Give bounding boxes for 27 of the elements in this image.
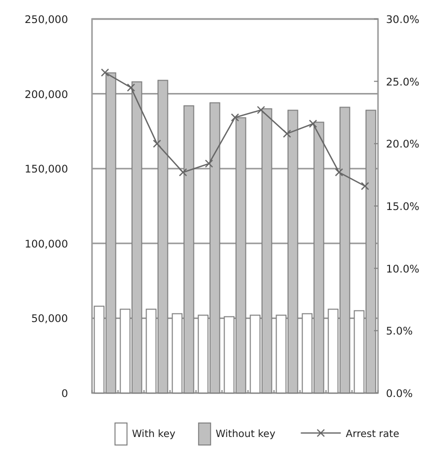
point bbox=[152, 140, 162, 148]
y2-tick-label: 25.0% bbox=[386, 76, 420, 88]
y2-tick-label: 5.0% bbox=[386, 326, 413, 338]
y-tick-label: 50,000 bbox=[31, 313, 68, 326]
point bbox=[308, 120, 318, 128]
point bbox=[360, 182, 370, 190]
legend-label: Without key bbox=[216, 429, 276, 440]
y-tick-label: 150,000 bbox=[24, 164, 68, 176]
y-tick-label: 250,000 bbox=[24, 14, 68, 26]
point bbox=[100, 68, 110, 77]
point bbox=[256, 106, 266, 114]
point bbox=[230, 113, 240, 122]
y2-tick-label: 15.0% bbox=[386, 201, 420, 213]
y2-tick-label: 20.0% bbox=[386, 138, 420, 151]
y-tick-label: 200,000 bbox=[24, 88, 68, 101]
y-tick-label: 100,000 bbox=[24, 238, 68, 250]
y2-tick-label: 0.0% bbox=[386, 388, 413, 400]
legend-label: Arrest rate bbox=[346, 429, 400, 440]
point bbox=[204, 160, 214, 168]
point bbox=[126, 83, 136, 92]
legend-label: With key bbox=[132, 429, 176, 440]
point bbox=[282, 130, 292, 138]
y2-tick-label: 30.0% bbox=[386, 14, 420, 26]
y-tick-label: 0 bbox=[61, 388, 68, 400]
point bbox=[178, 168, 188, 176]
point bbox=[334, 168, 344, 176]
y2-tick-label: 10.0% bbox=[386, 263, 420, 276]
